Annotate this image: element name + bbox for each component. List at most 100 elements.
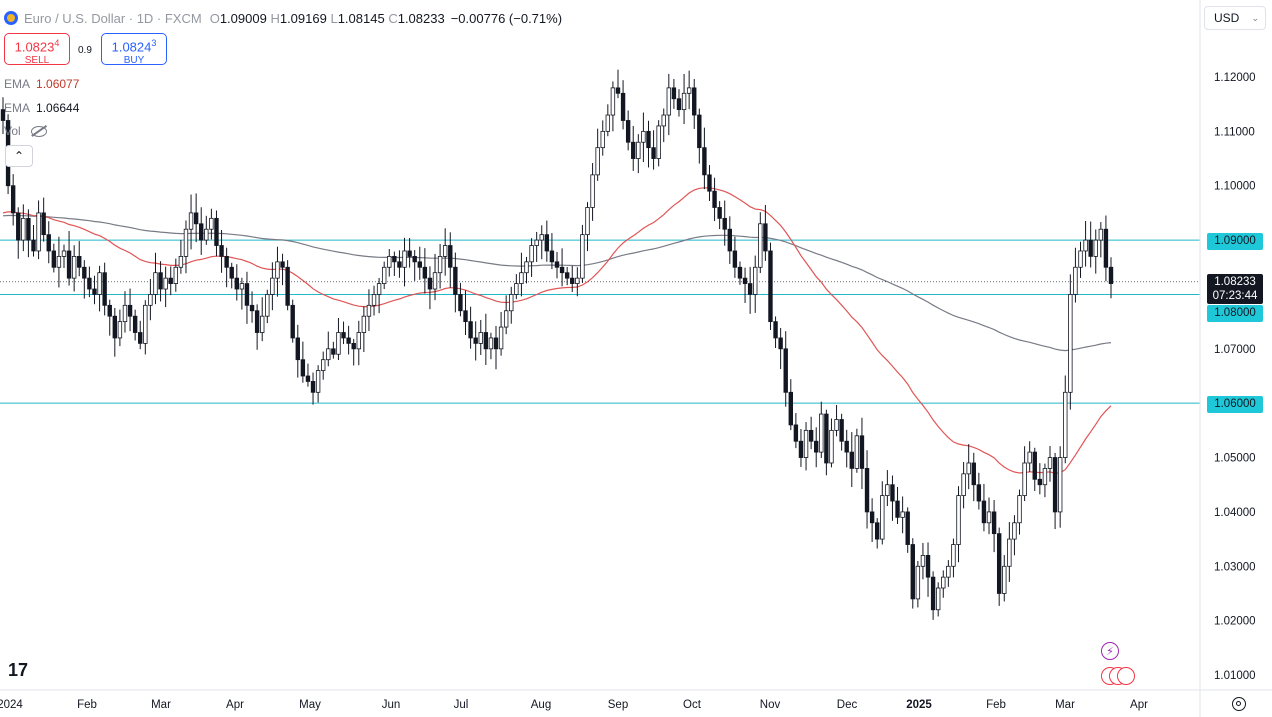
candle-body <box>1037 478 1043 486</box>
candle-body <box>783 348 788 393</box>
volume-indicator[interactable]: Vol <box>4 124 47 138</box>
time-tick-label: Jun <box>382 699 401 711</box>
candle-body <box>153 272 158 295</box>
candle-body <box>254 310 260 333</box>
candle-body <box>290 304 295 339</box>
candle-body <box>875 522 880 540</box>
ema-indicator-1[interactable]: EMA 1.06077 <box>4 77 80 91</box>
candle-body <box>1093 239 1098 257</box>
candle-body <box>641 130 646 143</box>
change-value: −0.00776 (−0.71%) <box>450 10 563 26</box>
candle-body <box>935 587 941 611</box>
candle-body <box>681 92 687 111</box>
price-tick-label: 1.01000 <box>1214 670 1256 682</box>
candle-body <box>824 413 829 464</box>
candle-body <box>285 266 290 306</box>
candle-body <box>1032 451 1037 480</box>
candle-body <box>605 114 611 132</box>
candle-body <box>112 315 118 339</box>
us-flag-icon[interactable] <box>1101 667 1135 687</box>
candle-body <box>559 266 565 274</box>
time-tick-label: May <box>299 699 321 711</box>
candle-body <box>31 239 36 252</box>
candle-body <box>498 326 504 350</box>
candle-body <box>239 283 245 290</box>
time-axis[interactable]: 2024 Feb Mar Apr May Jun Jul Aug Sep Oct Nov Dec 202… <box>0 689 1272 711</box>
candle-body <box>204 228 209 241</box>
candle-body <box>966 462 971 475</box>
candle-body <box>473 337 478 344</box>
candle-body <box>229 266 234 279</box>
eye-hidden-icon[interactable] <box>30 126 47 138</box>
candle-body <box>412 255 417 263</box>
symbol-title[interactable]: Euro / U.S. Dollar · 1D · FXCM <box>24 10 202 26</box>
candle-body <box>549 250 555 263</box>
level-tag-1.08: 1.08000 <box>1207 305 1263 322</box>
currency-select[interactable]: USD ⌄ <box>1204 6 1266 30</box>
buy-button[interactable]: 1.08243 BUY <box>101 33 167 66</box>
level-tag-1.06: 1.06000 <box>1207 396 1263 413</box>
candle-body <box>366 304 372 317</box>
candle-body <box>676 98 682 111</box>
candle-body <box>753 266 758 295</box>
candle-body <box>163 277 168 290</box>
ema-indicator-2[interactable]: EMA 1.06644 <box>4 101 80 115</box>
price-tick-label: 1.04000 <box>1214 507 1256 519</box>
candle-body <box>920 555 926 567</box>
candle-body <box>417 261 422 268</box>
candle-body <box>270 277 275 295</box>
gear-icon[interactable] <box>1232 697 1246 711</box>
candle-body <box>36 212 41 252</box>
tradingview-logo[interactable]: 17 <box>8 660 29 680</box>
candle-body <box>585 207 590 236</box>
candle-body <box>509 294 514 312</box>
candle-body <box>1052 457 1058 513</box>
candle-body <box>478 332 483 344</box>
candle-body <box>859 435 865 469</box>
candle-body <box>930 576 936 611</box>
bolt-icon[interactable]: ⚡ <box>1101 642 1119 660</box>
candle-body <box>193 212 199 225</box>
globe-icon <box>4 11 18 25</box>
candle-body <box>305 375 311 382</box>
time-tick-label: 2025 <box>906 699 932 711</box>
open-value: 1.09009 <box>219 10 267 26</box>
candle-body <box>351 342 356 350</box>
candle-body <box>646 130 651 149</box>
candle-body <box>1042 468 1048 486</box>
candle-body <box>981 500 987 524</box>
candle-body <box>0 109 6 121</box>
ema-lines <box>2 187 1112 475</box>
time-tick-label: Oct <box>683 699 702 711</box>
candle-body <box>900 511 905 518</box>
candle-body <box>763 223 768 252</box>
candle-body <box>178 255 184 268</box>
candle-body <box>397 261 402 268</box>
collapse-indicators-button[interactable]: ⌃ <box>5 145 33 167</box>
ohlc-values: O1.09009 H1.09169 L1.08145 C1.08233 <box>209 10 445 26</box>
candle-body <box>737 266 743 279</box>
candle-body <box>66 250 72 279</box>
candle-body <box>864 468 870 513</box>
candle-body <box>976 484 982 502</box>
price-tick-label: 1.10000 <box>1214 181 1256 193</box>
time-tick-label: Dec <box>837 699 858 711</box>
candle-body <box>849 451 854 469</box>
time-tick-label: Aug <box>531 699 551 711</box>
price-axis[interactable]: 1.120001.110001.100001.090001.080001.070… <box>1199 0 1256 717</box>
candle-body <box>71 255 77 279</box>
candle-body <box>315 370 321 393</box>
candle-body <box>1098 228 1104 241</box>
candle-body <box>432 272 438 290</box>
high-value: 1.09169 <box>279 10 327 26</box>
price-tick-label: 1.05000 <box>1214 453 1256 465</box>
candle-body <box>651 147 656 159</box>
sell-button[interactable]: 1.08234 SELL <box>4 33 70 66</box>
candle-body <box>26 217 31 241</box>
candle-body <box>493 337 499 350</box>
price-tick-label: 1.11000 <box>1214 126 1255 138</box>
candle-body <box>890 484 895 502</box>
candle-body <box>910 544 915 600</box>
candle-body <box>768 250 773 323</box>
